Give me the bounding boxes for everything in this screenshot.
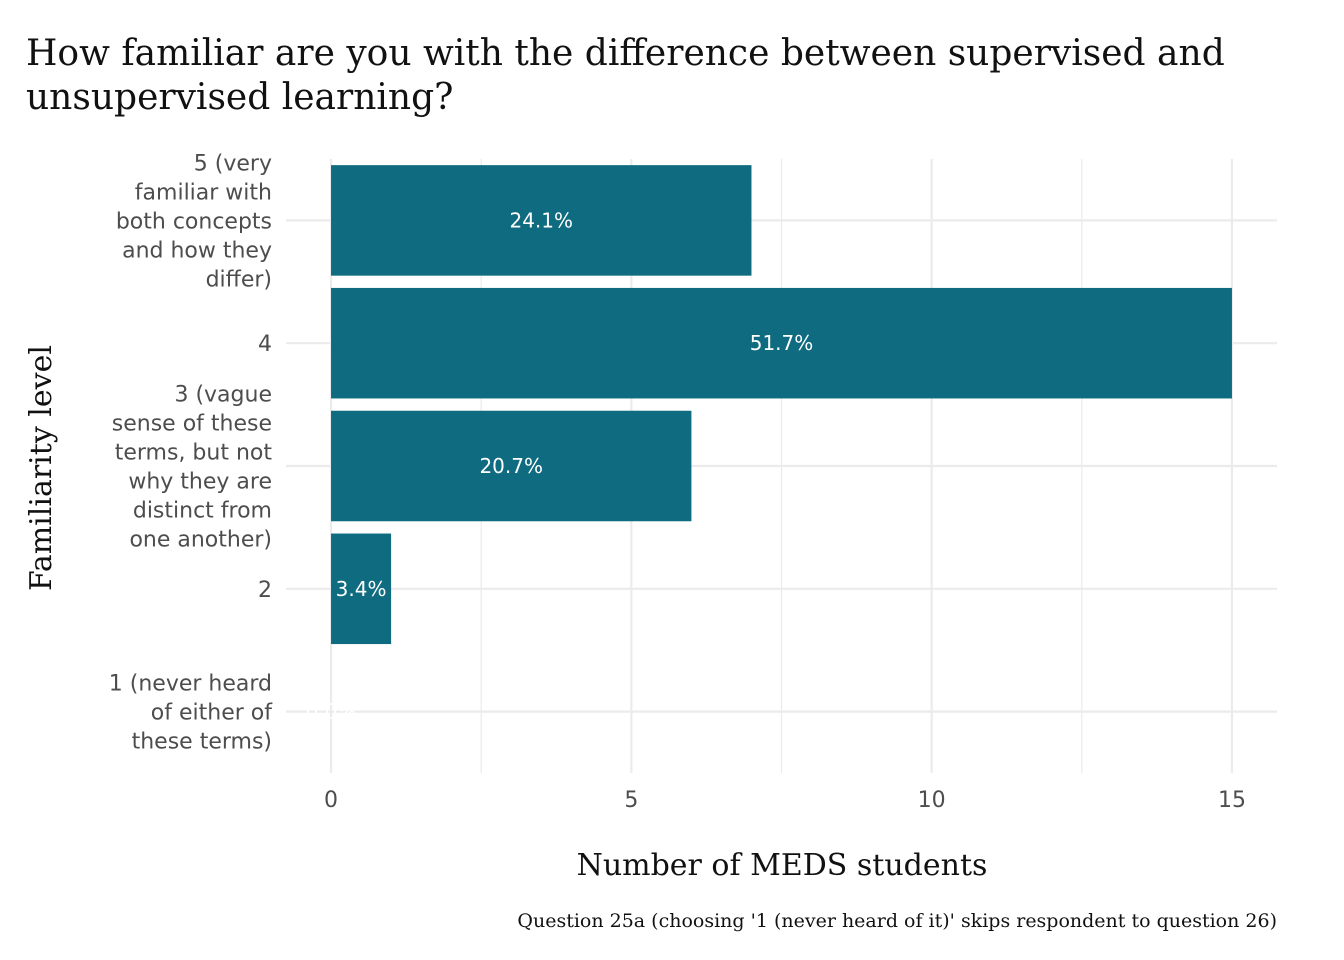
chart-title: How familiar are you with the difference… [26,33,1225,118]
bar-label: 51.7% [750,331,814,355]
bar [331,287,1232,399]
bar [331,533,392,645]
caption: Question 25a (choosing '1 (never heard o… [517,910,1277,932]
x-tick-label: 15 [1218,788,1246,813]
y-axis-title: Familiarity level [24,345,59,591]
bar-label: 20.7% [479,454,543,478]
bar [331,410,692,522]
y-tick-labels: 5 (very familiar with both concepts and how… [109,151,273,754]
bar-label: 24.1% [509,208,573,232]
y-tick-label: 3 (vague sense of these terms, but not why … [112,383,273,553]
y-tick-label: 2 [258,578,272,603]
x-tick-label: 5 [624,788,638,813]
bar [331,165,752,276]
bars: 24.1% 51.7% 20.7% 3.4% 0.0% [306,165,1232,724]
y-tick-label: 4 [258,332,272,357]
x-axis-title: Number of MEDS students [577,848,988,883]
x-tick-labels: 0 5 10 15 [324,788,1246,813]
y-tick-label: 5 (very familiar with both concepts and how… [116,151,272,292]
bar-label: 0.0% [306,700,357,724]
x-tick-label: 0 [324,788,338,813]
bar-label: 3.4% [336,577,387,601]
x-tick-label: 10 [918,788,946,813]
y-tick-label: 1 (never heard of either of these terms) [109,672,273,755]
